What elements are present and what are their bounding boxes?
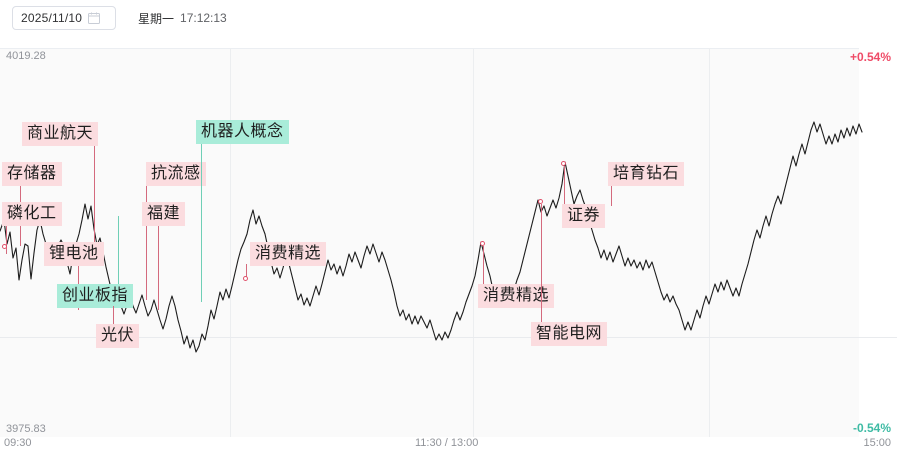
annotation-marker-dot [561, 161, 566, 166]
annotation-leader-line [541, 204, 542, 322]
chart-area[interactable]: 4019.28 3975.83 +0.54% -0.54% 商业航天存储器磷化工… [0, 48, 897, 438]
annotation-leader-line [201, 142, 202, 302]
x-tick-noon: 11:30 / 13:00 [415, 437, 479, 449]
price-line [0, 121, 863, 353]
annotation-label[interactable]: 证券 [562, 204, 606, 228]
plot-right-margin [859, 48, 897, 437]
annotation-leader-line [6, 224, 7, 254]
annotation-leader-line [118, 216, 119, 284]
annotation-label[interactable]: 消费精选 [478, 284, 555, 308]
high-value-label: 4019.28 [6, 50, 46, 62]
annotation-label[interactable]: 锂电池 [44, 242, 104, 266]
calendar-icon [88, 12, 101, 24]
annotation-label[interactable]: 抗流感 [146, 162, 206, 186]
date-picker[interactable]: 2025/11/10 [12, 6, 116, 30]
annotation-label[interactable]: 创业板指 [57, 284, 134, 308]
annotation-leader-line [246, 264, 247, 278]
annotation-leader-line [564, 166, 565, 204]
annotation-label[interactable]: 消费精选 [250, 242, 327, 266]
annotation-label[interactable]: 机器人概念 [196, 120, 289, 144]
x-tick-open: 09:30 [4, 437, 32, 449]
annotation-leader-line [611, 184, 612, 206]
annotation-leader-line [113, 306, 114, 324]
annotation-leader-line [158, 224, 159, 310]
low-pct-label: -0.54% [852, 421, 891, 435]
annotation-leader-line [94, 144, 95, 246]
annotation-label[interactable]: 培育钻石 [608, 162, 685, 186]
annotation-label[interactable]: 智能电网 [531, 322, 608, 346]
gridline-v-2 [473, 48, 474, 437]
plot-background [0, 48, 897, 438]
x-axis: 09:30 11:30 / 13:00 15:00 [0, 437, 897, 459]
annotation-marker-dot [2, 244, 7, 249]
annotation-marker-dot [538, 199, 543, 204]
clock-label: 17:12:13 [180, 11, 227, 25]
annotation-leader-line [483, 246, 484, 284]
date-picker-value: 2025/11/10 [21, 11, 83, 25]
annotation-label[interactable]: 商业航天 [22, 122, 99, 146]
x-tick-close: 15:00 [863, 437, 891, 449]
weekday-label: 星期一 [138, 11, 175, 26]
annotation-marker-dot [243, 276, 248, 281]
gridline-v-3 [709, 48, 710, 437]
toolbar: 2025/11/10 星期一 17:12:13 [0, 0, 897, 36]
low-value-label: 3975.83 [6, 423, 46, 435]
gridline-v-1 [230, 48, 231, 437]
annotation-label[interactable]: 存储器 [2, 162, 62, 186]
annotation-label[interactable]: 光伏 [96, 324, 140, 348]
annotation-label[interactable]: 福建 [142, 202, 186, 226]
annotation-leader-line [146, 184, 147, 300]
high-pct-label: +0.54% [849, 50, 891, 64]
annotation-marker-dot [480, 241, 485, 246]
annotation-label[interactable]: 磷化工 [2, 202, 62, 226]
